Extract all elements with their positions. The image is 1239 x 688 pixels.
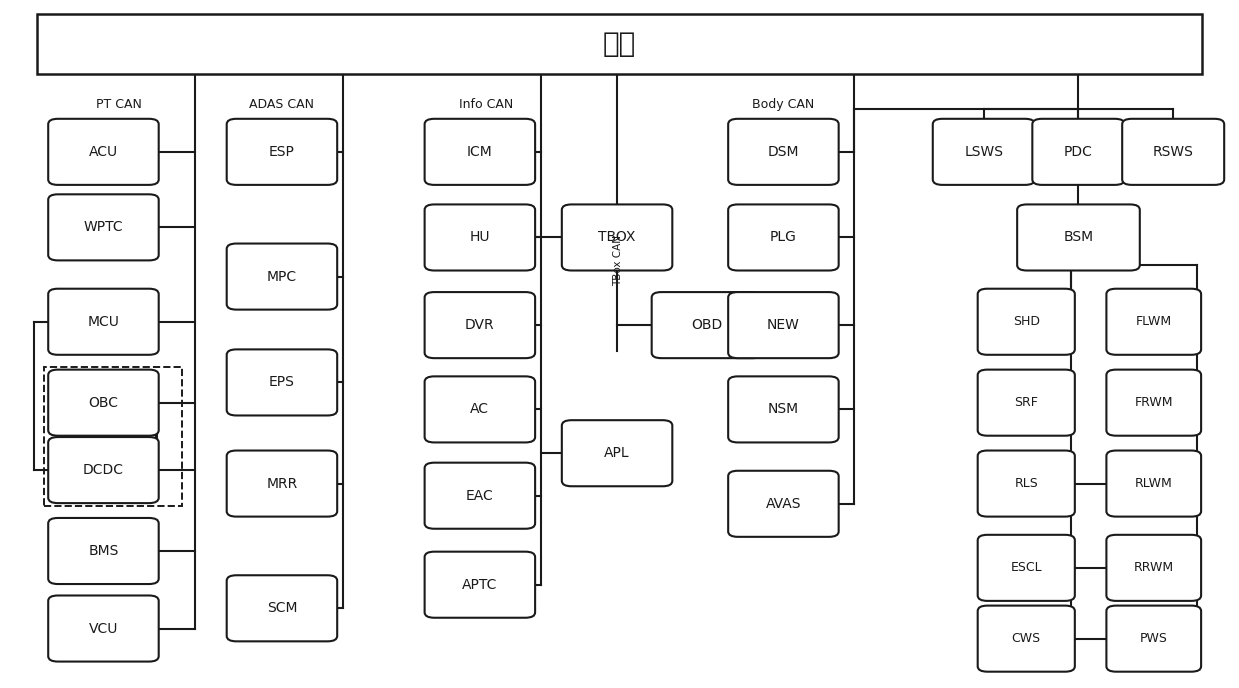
Text: ACU: ACU [89,145,118,159]
FancyBboxPatch shape [729,204,839,270]
FancyBboxPatch shape [425,204,535,270]
FancyBboxPatch shape [978,535,1074,601]
FancyBboxPatch shape [48,518,159,584]
Text: RLS: RLS [1015,477,1038,490]
FancyBboxPatch shape [425,552,535,618]
Text: NEW: NEW [767,318,800,332]
FancyBboxPatch shape [729,376,839,442]
Text: SRF: SRF [1015,396,1038,409]
FancyBboxPatch shape [227,451,337,517]
FancyBboxPatch shape [561,420,673,486]
Text: CWS: CWS [1012,632,1041,645]
Text: TBOX: TBOX [598,230,636,244]
FancyBboxPatch shape [729,119,839,185]
FancyBboxPatch shape [227,575,337,641]
Text: MCU: MCU [88,314,119,329]
Text: SCM: SCM [266,601,297,615]
FancyBboxPatch shape [1106,369,1201,436]
FancyBboxPatch shape [425,119,535,185]
FancyBboxPatch shape [729,292,839,358]
Text: LSWS: LSWS [964,145,1004,159]
FancyBboxPatch shape [48,289,159,355]
FancyBboxPatch shape [48,119,159,185]
Text: ESCL: ESCL [1011,561,1042,574]
Text: PT CAN: PT CAN [97,98,142,111]
FancyBboxPatch shape [48,437,159,503]
FancyBboxPatch shape [1032,119,1125,185]
Text: BMS: BMS [88,544,119,558]
Text: FLWM: FLWM [1136,315,1172,328]
Text: DSM: DSM [768,145,799,159]
FancyBboxPatch shape [1106,605,1201,671]
Text: TBox CAN: TBox CAN [613,235,623,286]
FancyBboxPatch shape [933,119,1035,185]
Text: MRR: MRR [266,477,297,491]
Text: AVAS: AVAS [766,497,802,510]
Text: PWS: PWS [1140,632,1167,645]
FancyBboxPatch shape [425,292,535,358]
FancyBboxPatch shape [1106,535,1201,601]
FancyBboxPatch shape [652,292,762,358]
FancyBboxPatch shape [1106,451,1201,517]
Text: HU: HU [470,230,491,244]
FancyBboxPatch shape [227,119,337,185]
Text: ICM: ICM [467,145,493,159]
Text: APTC: APTC [462,578,498,592]
FancyBboxPatch shape [1106,289,1201,355]
Text: SHD: SHD [1012,315,1040,328]
Text: PDC: PDC [1064,145,1093,159]
Text: ESP: ESP [269,145,295,159]
FancyBboxPatch shape [729,471,839,537]
Text: BSM: BSM [1063,230,1094,244]
Text: VCU: VCU [89,621,118,636]
FancyBboxPatch shape [1017,204,1140,270]
Text: EAC: EAC [466,488,493,503]
Text: OBC: OBC [88,396,119,409]
Text: OBD: OBD [691,318,722,332]
FancyBboxPatch shape [425,376,535,442]
FancyBboxPatch shape [978,369,1074,436]
Text: EPS: EPS [269,376,295,389]
Bar [37,14,1202,74]
Text: APL: APL [605,447,629,460]
Text: WPTC: WPTC [84,220,123,235]
Text: DVR: DVR [465,318,494,332]
FancyBboxPatch shape [48,194,159,260]
FancyBboxPatch shape [978,289,1074,355]
Text: Info CAN: Info CAN [458,98,513,111]
Text: AC: AC [471,402,489,416]
Text: FRWM: FRWM [1135,396,1173,409]
Text: PLG: PLG [769,230,797,244]
FancyBboxPatch shape [978,451,1074,517]
Text: DCDC: DCDC [83,463,124,477]
FancyBboxPatch shape [227,350,337,416]
FancyBboxPatch shape [227,244,337,310]
FancyBboxPatch shape [48,596,159,662]
FancyBboxPatch shape [48,369,159,436]
Text: MPC: MPC [266,270,297,283]
Text: ADAS CAN: ADAS CAN [249,98,315,111]
Text: Body CAN: Body CAN [752,98,814,111]
Text: RLWM: RLWM [1135,477,1172,490]
Bar [43,367,182,506]
FancyBboxPatch shape [1123,119,1224,185]
FancyBboxPatch shape [425,462,535,529]
Text: RSWS: RSWS [1152,145,1193,159]
Text: RRWM: RRWM [1134,561,1173,574]
Text: NSM: NSM [768,402,799,416]
FancyBboxPatch shape [978,605,1074,671]
Text: 网关: 网关 [603,30,636,58]
FancyBboxPatch shape [561,204,673,270]
